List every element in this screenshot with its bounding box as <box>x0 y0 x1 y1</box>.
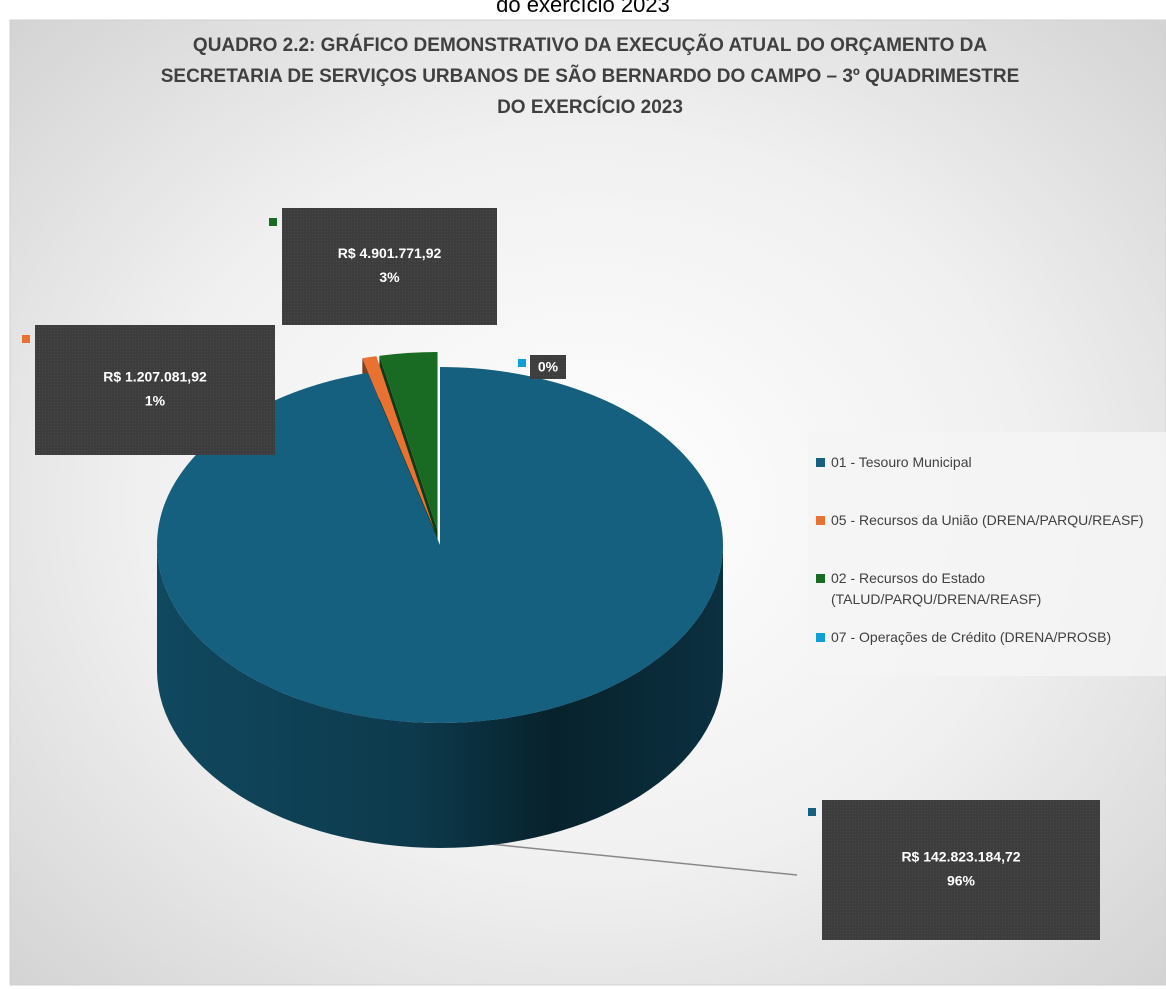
percent-label: 0% <box>538 359 559 375</box>
label-box <box>822 800 1100 940</box>
legend: 01 - Tesouro Municipal 05 - Recursos da U… <box>808 432 1166 676</box>
percent-label: 3% <box>379 269 400 285</box>
value-label: R$ 1.207.081,92 <box>103 369 207 385</box>
value-label: R$ 142.823.184,72 <box>901 849 1020 865</box>
label-box <box>282 208 497 325</box>
label-key <box>808 808 816 816</box>
legend-key <box>816 458 825 467</box>
legend-key <box>816 633 825 642</box>
value-label: R$ 4.901.771,92 <box>338 245 442 261</box>
label-box <box>530 355 566 379</box>
slice <box>379 351 438 530</box>
slice <box>362 356 435 531</box>
percent-label: 1% <box>145 393 166 409</box>
legend-item: 01 - Tesouro Municipal <box>816 452 1146 473</box>
leader-line <box>479 842 798 876</box>
label-key <box>518 359 526 367</box>
slice <box>157 367 724 723</box>
label-key <box>22 335 30 343</box>
label-box <box>35 325 275 455</box>
legend-item: 05 - Recursos da União (DRENA/PARQU/REAS… <box>816 510 1146 531</box>
legend-label: 07 - Operações de Crédito (DRENA/PROSB) <box>831 629 1112 645</box>
chart-title: DO EXERCÍCIO 2023 <box>497 96 683 118</box>
legend-label: 02 - Recursos do Estado (TALUD/PARQU/DRE… <box>831 570 1042 607</box>
percent-label: 96% <box>947 873 976 889</box>
legend-item: 07 - Operações de Crédito (DRENA/PROSB) <box>816 627 1146 648</box>
legend-item: 02 - Recursos do Estado (TALUD/PARQU/DRE… <box>816 568 1146 610</box>
label-key <box>269 218 277 226</box>
legend-key <box>816 574 825 583</box>
legend-key <box>816 516 825 525</box>
caption: do exercício 2023 <box>496 0 670 17</box>
chart-title: SECRETARIA DE SERVIÇOS URBANOS DE SÃO BE… <box>161 65 1020 87</box>
legend-label: 05 - Recursos da União (DRENA/PARQU/REAS… <box>831 512 1144 528</box>
slice-side <box>157 545 723 848</box>
legend-label: 01 - Tesouro Municipal <box>831 454 972 470</box>
chart-title: QUADRO 2.2: GRÁFICO DEMONSTRATIVO DA EXE… <box>193 34 987 56</box>
